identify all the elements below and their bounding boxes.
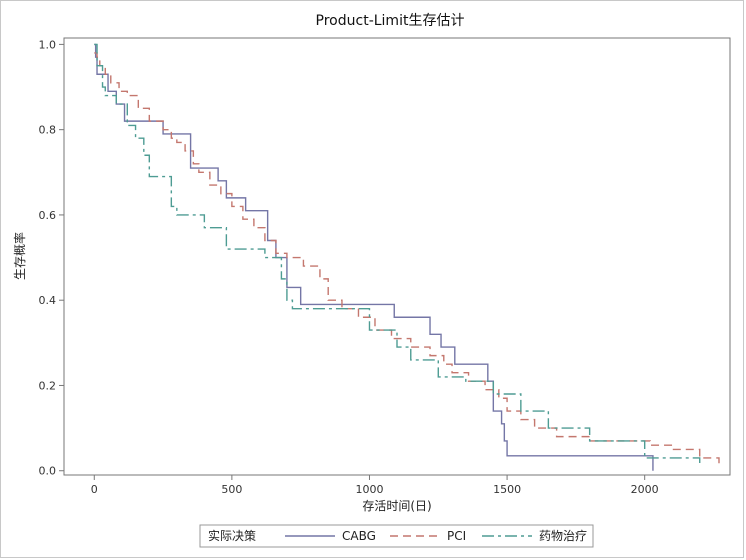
y-tick-label: 0.2 <box>39 379 57 392</box>
y-tick-label: 0.8 <box>39 124 57 137</box>
x-tick-label: 2000 <box>631 483 659 496</box>
y-tick-label: 0.0 <box>39 465 57 478</box>
y-tick-label: 0.6 <box>39 209 57 222</box>
x-axis-title: 存活时间(日) <box>362 499 431 513</box>
legend-label-medication: 药物治疗 <box>539 529 587 543</box>
series-line-medication <box>94 43 701 467</box>
y-tick-label: 0.4 <box>39 294 57 307</box>
x-tick-label: 0 <box>91 483 98 496</box>
x-tick-label: 500 <box>221 483 242 496</box>
series-layer <box>94 43 720 471</box>
series-line-pci <box>94 52 720 467</box>
plot-area <box>63 37 731 476</box>
x-axis: 0 500 1000 1500 2000 <box>91 475 659 496</box>
legend-title: 实际决策 <box>208 528 256 543</box>
y-axis: 0.0 0.2 0.4 0.6 0.8 1.0 <box>39 38 64 478</box>
legend-label-cabg: CABG <box>342 529 376 543</box>
x-tick-label: 1000 <box>355 483 383 496</box>
x-tick-label: 1500 <box>493 483 521 496</box>
chart-title: Product-Limit生存估计 <box>316 13 465 29</box>
y-tick-label: 1.0 <box>39 38 57 51</box>
legend-label-pci: PCI <box>447 529 466 543</box>
y-axis-title: 生存概率 <box>12 232 27 280</box>
legend: 实际决策 CABG PCI 药物治疗 <box>199 524 594 548</box>
series-line-cabg <box>94 43 654 471</box>
